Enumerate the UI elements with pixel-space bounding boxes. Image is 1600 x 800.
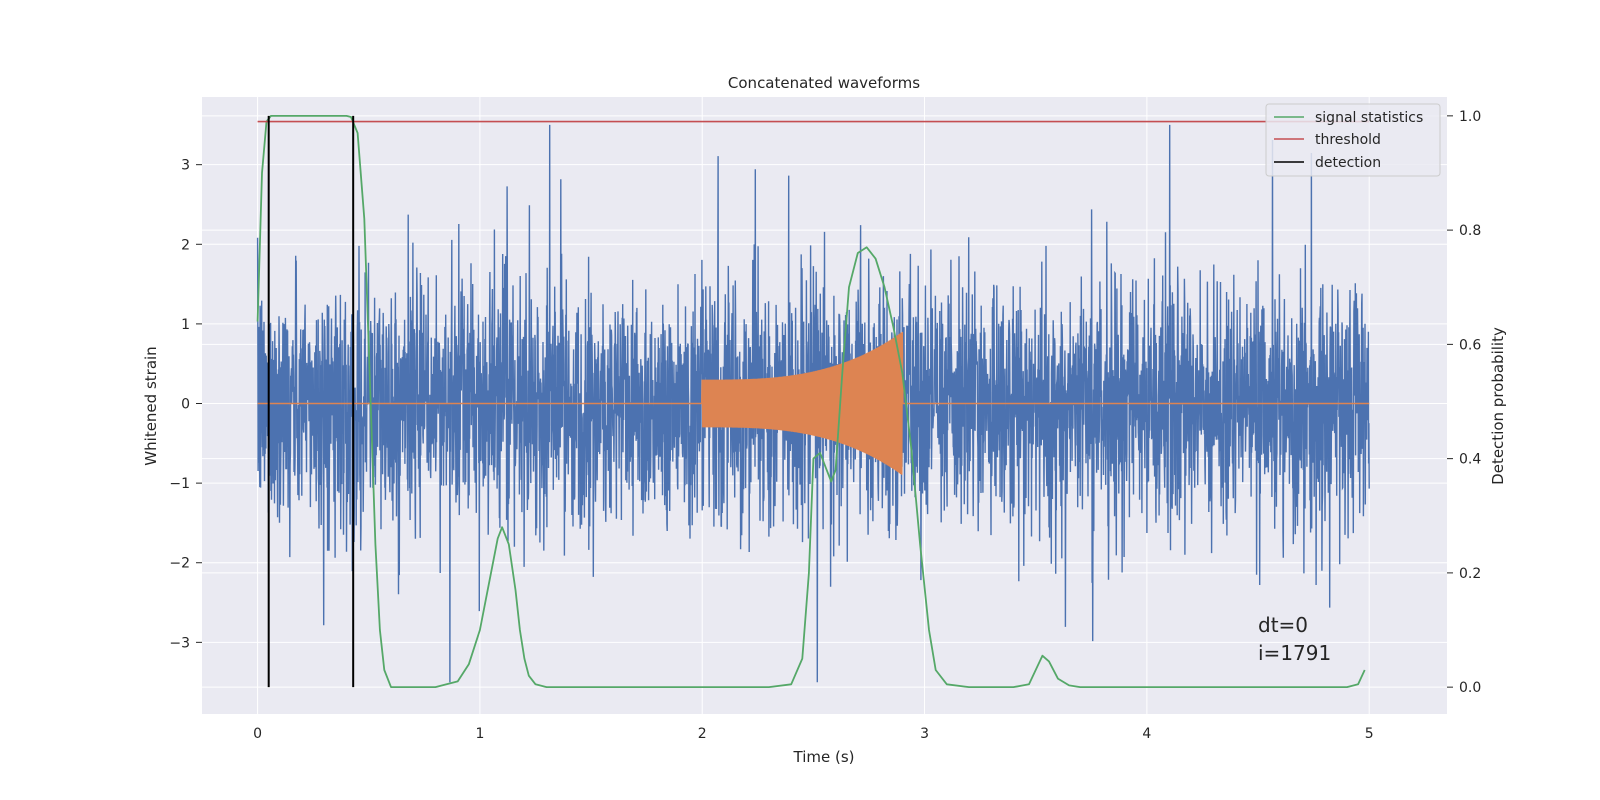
y-tick-label-right: 0.8 [1459,223,1481,239]
signal-statistics-line [256,115,1366,688]
x-tick-label: 2 [698,726,707,742]
chart-title: Concatenated waveforms [728,74,920,92]
y-tick-label-right: 0.6 [1459,337,1481,353]
legend: signal statistics threshold detection [1265,103,1441,177]
x-axis-label: Time (s) [793,748,855,766]
annotation-index: i=1791 [1258,641,1331,665]
y-tick-label-left: 2 [181,237,190,253]
tick-labels: 0 1 2 3 4 5 −3 −2 −1 0 1 2 3 0.0 0.2 0.4 0.6 0.8 1.0 [169,109,1481,742]
x-tick-label: 5 [1365,726,1374,742]
template-waveform-line [257,331,1370,475]
annotation-dt: dt=0 [1258,613,1308,637]
y-tick-label-right: 0.4 [1459,452,1481,468]
noisy-strain-line [256,124,1370,683]
series-layer [256,115,1370,688]
y-tick-label-right: 0.0 [1459,680,1481,696]
y-tick-label-left: −2 [169,556,190,572]
legend-label-detection: detection [1315,155,1381,171]
y-tick-label-left: 3 [181,158,190,174]
y-axis-label-left: Whitened strain [142,346,160,465]
legend-label-signal-statistics: signal statistics [1315,110,1423,126]
y-tick-label-left: 0 [181,397,190,413]
x-tick-label: 0 [253,726,262,742]
x-tick-label: 4 [1142,726,1151,742]
legend-box [1265,103,1441,177]
y-axis-label-right: Detection probability [1489,327,1507,485]
y-tick-label-right: 1.0 [1459,109,1481,125]
y-tick-label-left: −1 [169,476,190,492]
y-tick-label-left: −3 [169,635,190,651]
y-tick-label-right: 0.2 [1459,566,1481,582]
x-tick-label: 3 [920,726,929,742]
y-tick-label-left: 1 [181,317,190,333]
x-tick-label: 1 [475,726,484,742]
legend-label-threshold: threshold [1315,132,1381,148]
